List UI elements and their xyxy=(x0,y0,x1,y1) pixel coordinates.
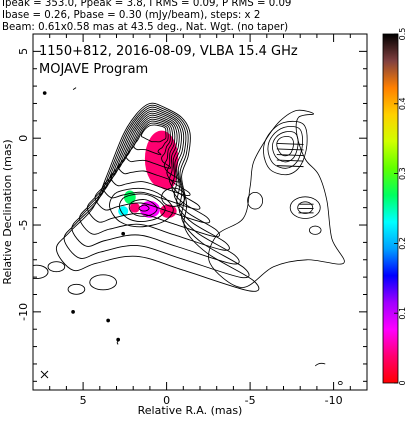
jet-knot-contour xyxy=(128,199,158,217)
intensity-contour xyxy=(55,102,260,292)
colorbar xyxy=(382,33,399,384)
polarized-intensity-contours xyxy=(208,109,345,386)
colorbar-tick-labels: 0 0.1 0.2 0.3 0.4 0.5 xyxy=(398,28,407,386)
axis-ticks xyxy=(32,33,368,390)
plot-title: 1150+812, 2016-08-09, VLBA 15.4 GHz xyxy=(39,44,298,59)
evpa-vector xyxy=(276,148,304,151)
intensity-contour xyxy=(133,122,169,156)
noise-speck xyxy=(28,109,31,112)
polarization-core-contour xyxy=(276,136,294,157)
colorbar-tick-label: 0.2 xyxy=(398,237,407,250)
noise-contour xyxy=(72,87,77,90)
intensity-contour xyxy=(140,124,167,143)
polarization-blob xyxy=(129,202,140,213)
isolated-contour xyxy=(161,187,186,207)
polarization-knot-contour xyxy=(289,196,321,219)
isolated-contour xyxy=(33,264,49,280)
colorbar-tick-label: 0 xyxy=(398,380,407,385)
colorbar-tick-label: 0.1 xyxy=(398,307,407,320)
y-tick-label: -10 xyxy=(17,303,30,321)
x-tick-label: 0 xyxy=(163,394,170,407)
y-tick-label: 0 xyxy=(17,135,30,142)
isolated-contour xyxy=(67,283,86,295)
y-axis-label: Relative Declination (mas) xyxy=(1,139,14,284)
noise-contour xyxy=(314,362,326,367)
noise-speck xyxy=(337,381,343,386)
polarization-knot-contour xyxy=(297,201,314,214)
polarization-core-contour xyxy=(271,131,299,163)
noise-speck xyxy=(42,91,47,95)
polarization-core-contour xyxy=(263,120,308,176)
polarization-knot-contour xyxy=(308,225,322,235)
intensity-contour xyxy=(86,110,220,238)
polarization-knot-contour xyxy=(247,191,264,210)
noise-speck xyxy=(121,231,126,236)
jet-knot-contour xyxy=(109,187,174,228)
intensity-contour xyxy=(63,104,250,279)
colorbar-ticks xyxy=(394,33,398,384)
noise-speck xyxy=(106,318,110,323)
plot-subtitle: MOJAVE Program xyxy=(39,62,148,77)
noise-speck xyxy=(71,310,75,314)
x-tick-label: 5 xyxy=(80,394,87,407)
axis-tick-labels: 5 0 -5 -10 5 0 -5 -10 xyxy=(17,48,343,407)
noise-contour xyxy=(116,340,119,345)
noise-speck xyxy=(116,337,121,342)
evpa-vector xyxy=(276,165,304,168)
evpa-vectors xyxy=(276,142,314,214)
beam-marker xyxy=(40,370,49,379)
evpa-vector xyxy=(276,154,304,156)
evpa-vector xyxy=(276,159,304,162)
x-axis-label: Relative R.A. (mas) xyxy=(138,404,243,417)
x-tick-label: -10 xyxy=(325,394,343,407)
header-line-3: Beam: 0.61x0.58 mas at 43.5 deg., Nat. W… xyxy=(2,22,289,33)
colorbar-tick-label: 0.5 xyxy=(398,28,407,41)
isolated-contour xyxy=(89,274,117,291)
y-tick-label: -5 xyxy=(17,220,30,231)
total-intensity-contours xyxy=(28,87,260,345)
isolated-contour xyxy=(47,261,66,273)
y-tick-label: 5 xyxy=(17,48,30,55)
polarized-intensity-panel xyxy=(208,109,345,386)
jet-knot-contour xyxy=(138,204,150,212)
jet-knot-contour xyxy=(118,193,166,223)
total-intensity-panel xyxy=(28,87,260,345)
colorbar-tick-label: 0.4 xyxy=(398,97,407,110)
polarization-blob xyxy=(118,206,129,217)
colorbar-tick-label: 0.3 xyxy=(398,167,407,180)
header-line-1: Ipeak = 353.0, Ppeak = 3.8, I RMS = 0.09… xyxy=(2,0,292,9)
polarization-blob xyxy=(156,163,177,190)
x-tick-label: -5 xyxy=(245,394,256,407)
header-line-2: Ibase = 0.26, Pbase = 0.30 (mJy/beam), s… xyxy=(2,10,261,21)
polarization-core-contour xyxy=(267,126,303,169)
evpa-vector xyxy=(276,142,304,145)
